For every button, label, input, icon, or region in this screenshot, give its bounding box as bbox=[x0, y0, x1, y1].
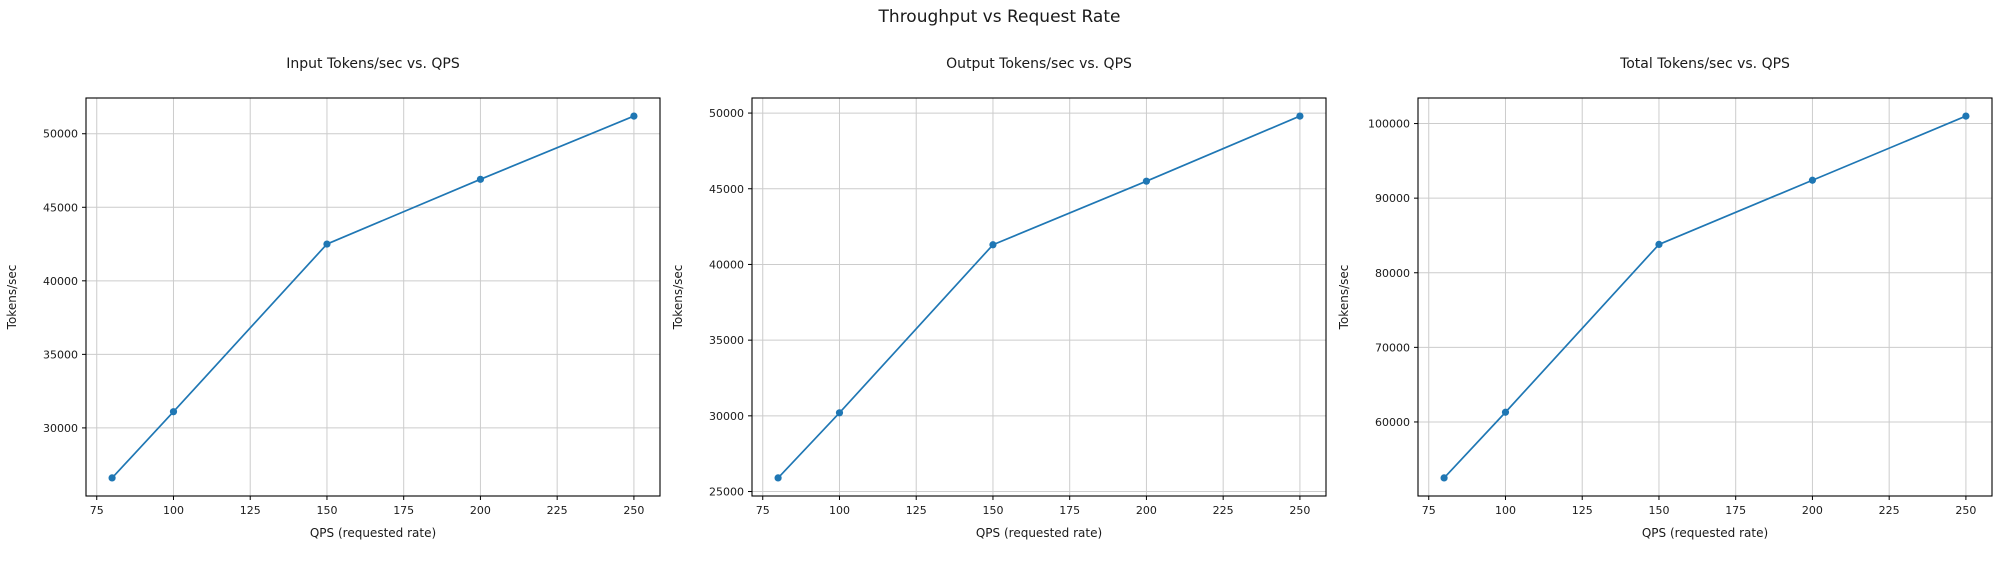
subplot-input-tokens: Input Tokens/sec vs. QPS QPS (requested … bbox=[0, 30, 666, 572]
data-point-marker bbox=[774, 474, 782, 482]
x-axis-label: QPS (requested rate) bbox=[976, 526, 1102, 540]
x-axis-label: QPS (requested rate) bbox=[310, 526, 436, 540]
y-tick-label: 40000 bbox=[43, 275, 78, 288]
x-tick-label: 175 bbox=[1725, 504, 1746, 517]
data-point-marker bbox=[108, 474, 116, 482]
output-tokens-plot: Output Tokens/sec vs. QPS QPS (requested… bbox=[671, 56, 1327, 540]
data-line bbox=[777, 115, 1301, 479]
figure-title: Throughput vs Request Rate bbox=[878, 7, 1121, 27]
y-tick-label: 30000 bbox=[709, 410, 744, 423]
axes-spines bbox=[85, 97, 661, 497]
total-tokens-plot: Total Tokens/sec vs. QPS QPS (requested … bbox=[1337, 56, 1993, 540]
x-tick-label: 150 bbox=[1648, 504, 1669, 517]
y-tick-label: 45000 bbox=[43, 201, 78, 214]
subplot-total-tokens: Total Tokens/sec vs. QPS QPS (requested … bbox=[1332, 30, 1998, 572]
y-tick-label: 50000 bbox=[709, 107, 744, 120]
x-tick-label: 250 bbox=[1955, 504, 1976, 517]
x-tick-label: 225 bbox=[1213, 504, 1234, 517]
data-point-marker bbox=[169, 408, 178, 416]
x-tick-label: 150 bbox=[982, 504, 1003, 517]
x-tick-label: 200 bbox=[470, 504, 491, 517]
x-tick-label: 100 bbox=[1495, 504, 1516, 517]
y-tick-label: 60000 bbox=[1375, 416, 1410, 429]
data-point-marker bbox=[1142, 177, 1151, 185]
x-tick-label: 75 bbox=[756, 504, 770, 517]
y-tick-label: 30000 bbox=[43, 422, 78, 435]
data-point-marker bbox=[1501, 408, 1510, 416]
subplot-output-tokens: Output Tokens/sec vs. QPS QPS (requested… bbox=[666, 30, 1332, 572]
y-tick-label: 45000 bbox=[709, 183, 744, 196]
axes-spines bbox=[1417, 97, 1993, 497]
y-tick-label: 25000 bbox=[709, 486, 744, 499]
data-point-marker bbox=[1962, 112, 1970, 120]
data-point-marker bbox=[1655, 240, 1663, 249]
x-tick-label: 225 bbox=[547, 504, 568, 517]
x-axis-label: QPS (requested rate) bbox=[1642, 526, 1768, 540]
data-point-marker bbox=[1440, 474, 1448, 482]
input-tokens-plot: Input Tokens/sec vs. QPS QPS (requested … bbox=[5, 56, 661, 540]
y-axis-label: Tokens/sec bbox=[5, 265, 19, 331]
axes-spines bbox=[751, 97, 1327, 497]
y-tick-label: 100000 bbox=[1368, 118, 1410, 131]
data-point-marker bbox=[835, 409, 844, 417]
charts-row: Input Tokens/sec vs. QPS QPS (requested … bbox=[0, 30, 1999, 572]
chart-title: Output Tokens/sec vs. QPS bbox=[946, 56, 1132, 72]
y-tick-label: 40000 bbox=[709, 258, 744, 271]
x-tick-label: 200 bbox=[1136, 504, 1157, 517]
chart-title: Total Tokens/sec vs. QPS bbox=[1619, 56, 1790, 72]
data-point-marker bbox=[323, 240, 331, 248]
x-tick-label: 100 bbox=[829, 504, 850, 517]
x-tick-label: 250 bbox=[623, 504, 644, 517]
x-tick-label: 125 bbox=[240, 504, 261, 517]
data-point-marker bbox=[989, 241, 997, 249]
y-axis-label: Tokens/sec bbox=[671, 265, 685, 331]
y-tick-label: 70000 bbox=[1375, 341, 1410, 354]
x-tick-label: 75 bbox=[1422, 504, 1436, 517]
x-tick-label: 175 bbox=[1059, 504, 1080, 517]
x-tick-label: 125 bbox=[1572, 504, 1593, 517]
data-point-marker bbox=[476, 175, 485, 183]
y-tick-label: 35000 bbox=[709, 334, 744, 347]
x-tick-label: 175 bbox=[393, 504, 414, 517]
data-line bbox=[111, 115, 635, 479]
data-point-marker bbox=[1808, 176, 1817, 184]
x-tick-label: 75 bbox=[90, 504, 104, 517]
x-tick-label: 225 bbox=[1879, 504, 1900, 517]
x-tick-label: 150 bbox=[316, 504, 337, 517]
y-axis-label: Tokens/sec bbox=[1337, 265, 1351, 331]
x-tick-label: 125 bbox=[906, 504, 927, 517]
y-tick-label: 90000 bbox=[1375, 192, 1410, 205]
x-tick-label: 250 bbox=[1289, 504, 1310, 517]
data-point-marker bbox=[1296, 112, 1304, 120]
chart-title: Input Tokens/sec vs. QPS bbox=[286, 56, 460, 72]
y-tick-label: 80000 bbox=[1375, 267, 1410, 280]
y-tick-label: 35000 bbox=[43, 348, 78, 361]
y-tick-label: 50000 bbox=[43, 128, 78, 141]
x-tick-label: 200 bbox=[1802, 504, 1823, 517]
x-tick-label: 100 bbox=[163, 504, 184, 517]
data-point-marker bbox=[630, 112, 638, 120]
data-line bbox=[1443, 115, 1967, 479]
